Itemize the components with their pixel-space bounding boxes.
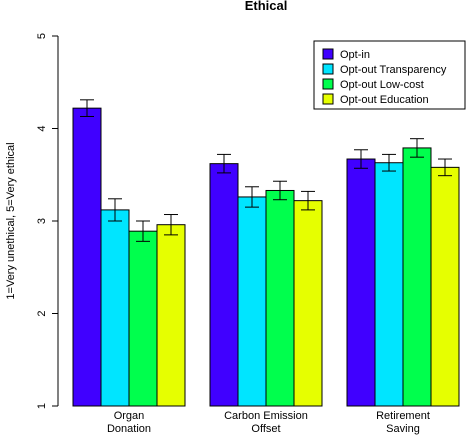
legend: Opt-in Opt-out Transparency Opt-out Low-co… [313, 40, 466, 110]
y-tick-label: 4 [36, 125, 48, 131]
legend-label: Opt-out Education [340, 94, 429, 106]
category-label: Carbon Emission [224, 410, 308, 422]
category-label: Retirement [376, 410, 430, 422]
bar [209, 163, 239, 407]
legend-swatch [322, 93, 334, 105]
legend-box [313, 40, 466, 110]
y-axis-label: 1=Very unethical, 5=Very ethical [5, 142, 17, 299]
category-label: Donation [107, 423, 151, 435]
legend-label: Opt-out Transparency [340, 64, 447, 76]
legend-label: Opt-in [340, 49, 370, 61]
category-label: Saving [386, 423, 420, 435]
legend-swatch [322, 48, 334, 60]
bar [346, 158, 376, 407]
bar [72, 107, 102, 407]
bar [430, 166, 460, 407]
bar [265, 189, 295, 407]
bar [128, 230, 158, 407]
bars [72, 99, 460, 407]
category-label: Offset [251, 423, 280, 435]
y-tick-label: 5 [36, 33, 48, 39]
legend-swatch [322, 63, 334, 75]
bar [237, 196, 267, 407]
bar [402, 147, 432, 407]
y-tick-label: 2 [36, 310, 48, 316]
legend-label: Opt-out Low-cost [340, 79, 424, 91]
y-tick-label: 1 [36, 403, 48, 409]
bar [156, 224, 186, 407]
y-tick-label: 3 [36, 218, 48, 224]
bar [293, 200, 323, 407]
y-axis: 1 2 3 4 5 [36, 33, 59, 409]
bar [374, 162, 404, 407]
legend-swatch [322, 78, 334, 90]
bar [100, 209, 130, 407]
category-label: Organ [114, 410, 145, 422]
chart-title: Ethical [245, 0, 288, 13]
